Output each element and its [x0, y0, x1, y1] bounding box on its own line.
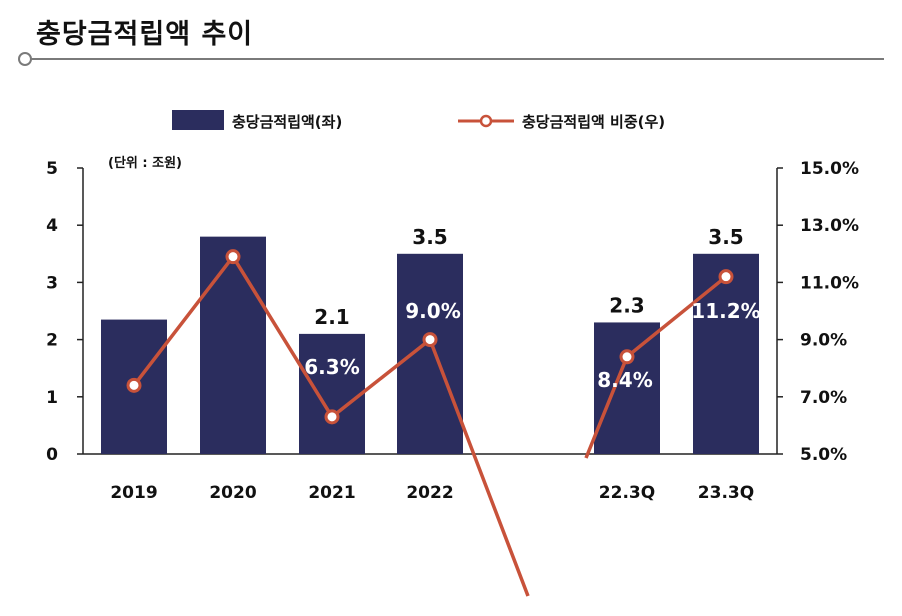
- bar: [397, 253, 463, 454]
- y-left-tick-label: 0: [46, 445, 58, 465]
- y-right-tick-label: 5.0%: [800, 445, 847, 465]
- y-right-tick-label: 15.0%: [800, 159, 859, 179]
- line-point: [225, 249, 241, 265]
- page-title: 충당금적립액 추이: [36, 19, 254, 50]
- bar-value-label: 2.3: [609, 293, 644, 317]
- legend-line-marker: [479, 114, 493, 128]
- line-value-label: 11.2%: [691, 299, 760, 323]
- line-point: [718, 269, 734, 285]
- y-right-tick-label: 9.0%: [800, 331, 847, 351]
- line-value-label: 9.0%: [405, 299, 460, 323]
- legend-bar-label: 충당금적립액(좌): [232, 113, 342, 131]
- bar-value-label: 2.1: [314, 305, 349, 329]
- x-tick-label: 22.3Q: [599, 483, 655, 503]
- line-value-label: 8.4%: [597, 368, 652, 392]
- y-left-tick-label: 5: [46, 159, 58, 179]
- x-tick-label: 23.3Q: [698, 483, 754, 503]
- unit-label: (단위 : 조원): [108, 155, 182, 171]
- title-bullet-icon: [18, 52, 32, 66]
- line-value-label: 6.3%: [304, 355, 359, 379]
- y-left-tick-label: 3: [46, 273, 58, 293]
- x-tick-label: 2020: [209, 483, 256, 503]
- line-point: [619, 349, 635, 365]
- legend-bar-swatch: [172, 110, 224, 130]
- y-right-tick-label: 11.0%: [800, 273, 859, 293]
- line-point: [324, 409, 340, 425]
- bar: [594, 322, 660, 454]
- y-left-tick-label: 4: [46, 216, 58, 236]
- legend-line-label: 충당금적립액 비중(우): [522, 113, 665, 131]
- bar-value-label: 3.5: [708, 225, 743, 249]
- bar: [299, 333, 365, 454]
- bar-value-label: 3.5: [412, 225, 447, 249]
- y-left-tick-label: 1: [46, 388, 58, 408]
- y-right-tick-label: 13.0%: [800, 216, 859, 236]
- y-right-tick-label: 7.0%: [800, 388, 847, 408]
- y-left-tick-label: 2: [46, 331, 58, 351]
- title-divider: [26, 58, 884, 60]
- bar: [200, 236, 266, 454]
- x-tick-label: 2019: [110, 483, 157, 503]
- bar: [693, 253, 759, 454]
- line-point: [126, 377, 142, 393]
- x-tick-label: 2022: [406, 483, 453, 503]
- x-tick-label: 2021: [308, 483, 355, 503]
- line-point: [422, 332, 438, 348]
